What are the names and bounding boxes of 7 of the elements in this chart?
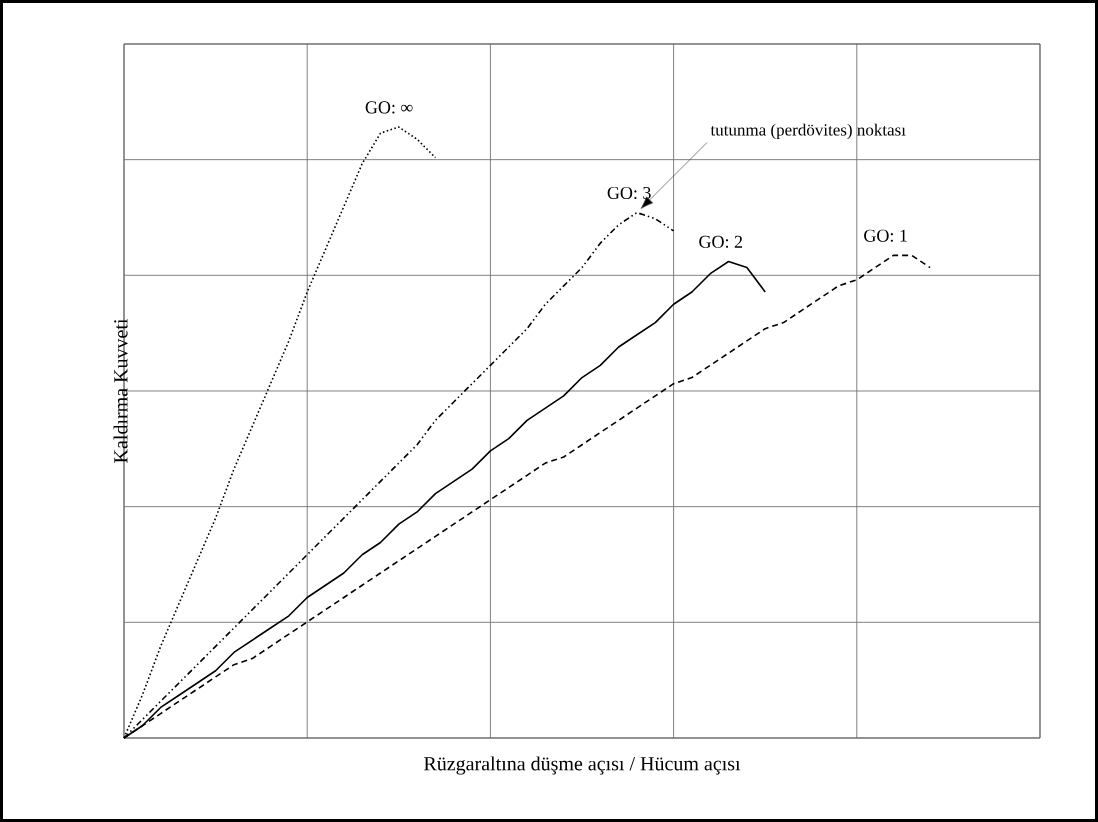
x-axis-title: Rüzgaraltına düşme açısı / Hücum açısı: [424, 756, 741, 775]
y-axis-title: Kaldırma Kuvveti: [113, 318, 128, 463]
series-label: GO: 2: [699, 235, 743, 248]
series-label: GO: 1: [864, 229, 907, 242]
series-label: GO: 3: [607, 186, 651, 200]
annotation: tutunma (perdövites) noktası: [710, 123, 906, 140]
series-label: GO: ∞: [365, 101, 413, 114]
